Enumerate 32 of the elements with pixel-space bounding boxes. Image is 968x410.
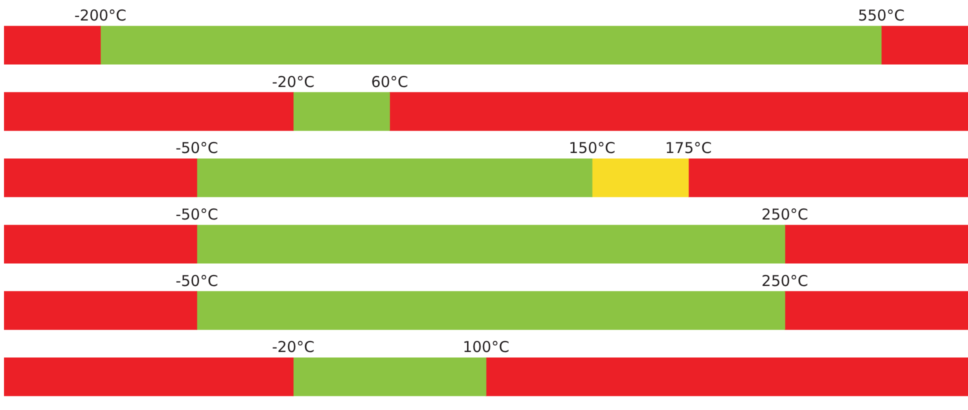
annotation: -50°C xyxy=(176,206,218,224)
bar xyxy=(292,358,486,396)
bar xyxy=(4,291,198,330)
bar xyxy=(196,291,786,330)
bar xyxy=(4,224,198,264)
annotation: 60°C xyxy=(371,72,408,91)
bar xyxy=(4,26,101,64)
annotation: -50°C xyxy=(176,272,218,290)
bar xyxy=(196,224,786,264)
annotation: -50°C xyxy=(176,139,218,158)
bar xyxy=(292,92,390,131)
annotation: 550°C xyxy=(858,6,905,25)
annotation: 250°C xyxy=(762,206,808,224)
bar xyxy=(486,358,968,396)
annotation: 150°C xyxy=(568,139,616,158)
bar xyxy=(196,158,592,198)
annotation: -20°C xyxy=(272,72,314,91)
bar xyxy=(784,291,968,330)
bar xyxy=(389,92,968,131)
annotation: 250°C xyxy=(762,272,808,290)
bar xyxy=(4,92,294,131)
bar xyxy=(4,358,294,396)
bar xyxy=(880,26,968,64)
bar xyxy=(4,158,198,198)
annotation: -200°C xyxy=(74,6,126,25)
bar xyxy=(688,158,968,198)
bar xyxy=(784,224,968,264)
annotation: 175°C xyxy=(665,139,712,158)
annotation: -20°C xyxy=(272,338,314,356)
bar xyxy=(100,26,882,64)
annotation: 100°C xyxy=(462,338,510,356)
bar xyxy=(592,158,689,198)
